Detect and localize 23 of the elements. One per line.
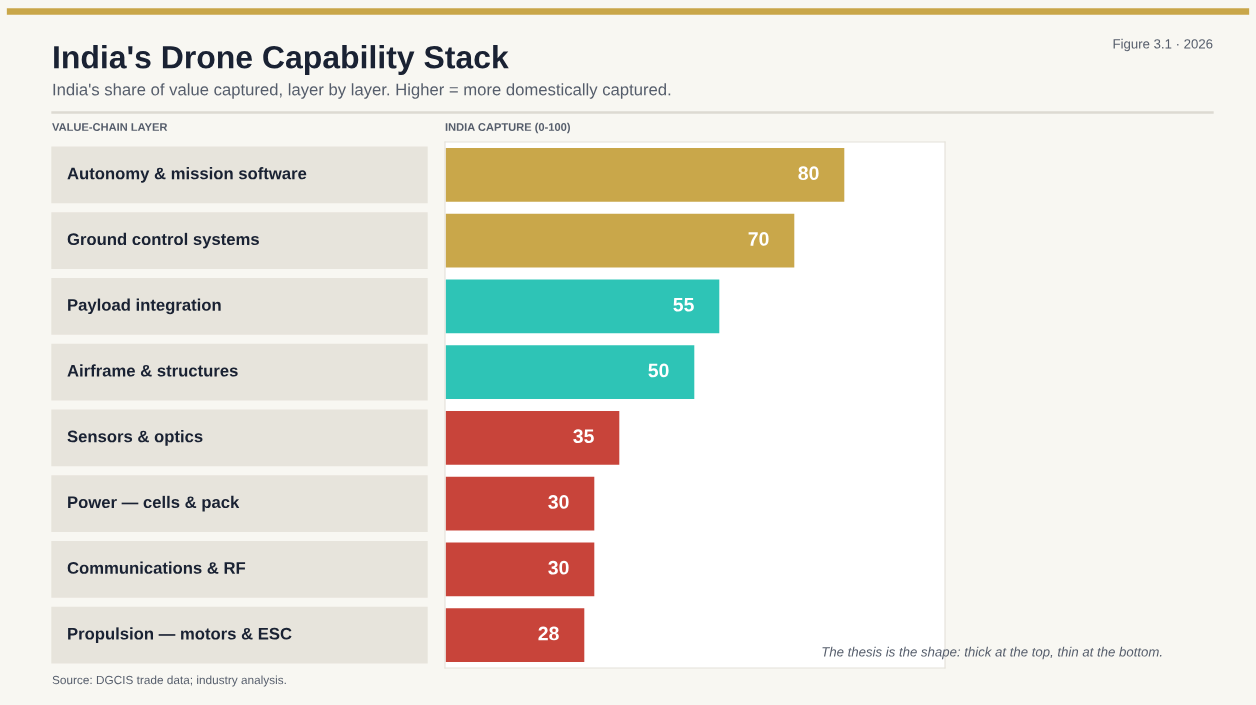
- data-label: 55: [673, 298, 694, 312]
- y-tick-label: Power — cells & pack: [68, 495, 240, 512]
- y-tick-label: Communications & RF: [67, 561, 246, 574]
- y-tick-label: Ground control systems: [67, 232, 259, 249]
- data-label: 30: [548, 495, 569, 509]
- x-axis-title: INDIA CAPTURE (0-100): [445, 122, 570, 134]
- data-label: 80: [798, 166, 819, 181]
- data-label: 50: [648, 363, 669, 378]
- caption: Figure 3.1 · 2026: [1113, 38, 1213, 52]
- data-label: 28: [538, 626, 559, 641]
- source-note: Source: DGCIS trade data; industry analysis.: [52, 675, 286, 687]
- chart-subtitle: India's share of value captured, layer by layer. Higher = more domestically captured.: [53, 83, 671, 99]
- y-tick-label: Propulsion — motors & ESC: [68, 627, 292, 643]
- data-label: 35: [573, 429, 594, 444]
- y-tick-label: Airframe & structures: [67, 364, 238, 377]
- y-axis-title: VALUE-CHAIN LAYER: [52, 123, 168, 131]
- annotation: The thesis is the shape: thick at the top, thin at the bottom.: [822, 646, 1162, 660]
- y-tick-label: Payload integration: [68, 298, 221, 315]
- y-tick-label: Autonomy & mission software: [67, 167, 307, 183]
- data-label: 70: [748, 232, 769, 246]
- data-label: 30: [548, 560, 569, 575]
- chart-title: India's Drone Capability Stack: [54, 45, 509, 75]
- y-tick-label: Sensors & optics: [67, 430, 203, 446]
